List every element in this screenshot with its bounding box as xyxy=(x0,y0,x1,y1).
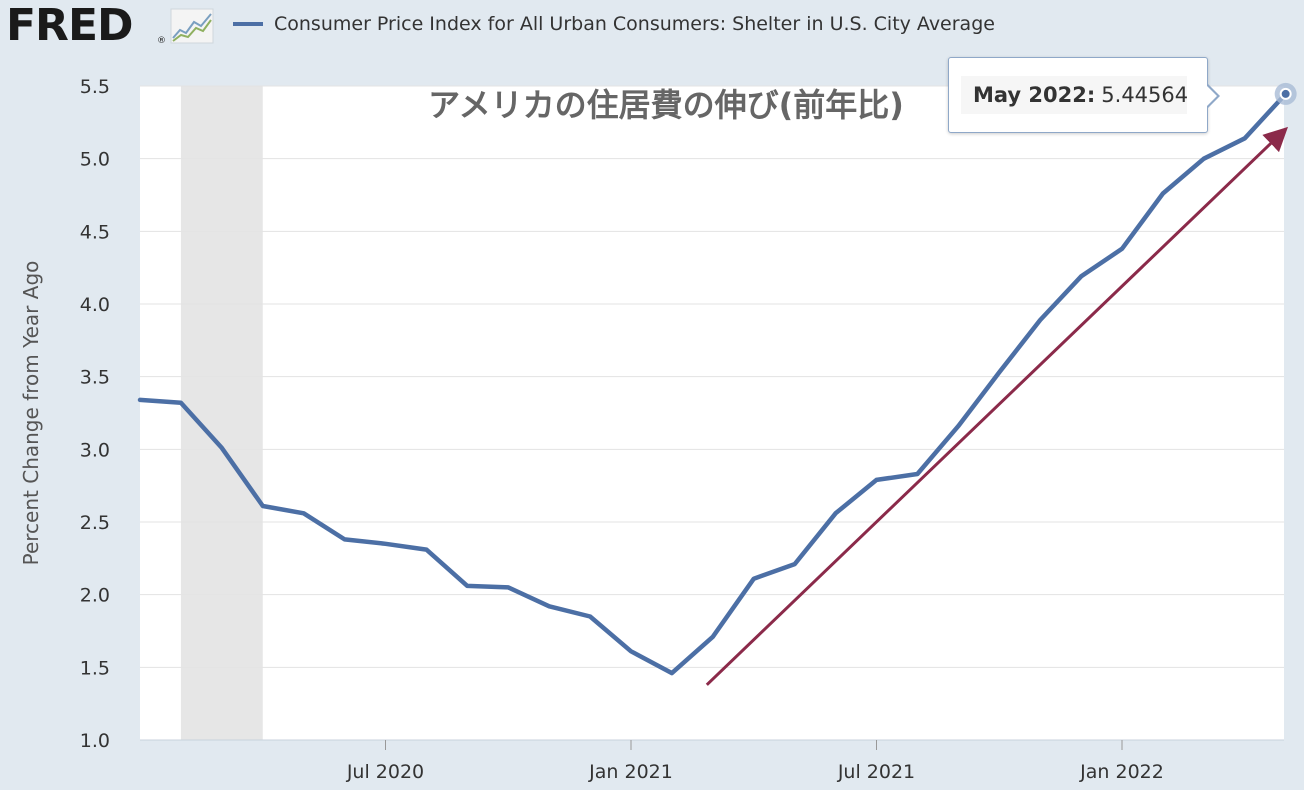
data-point xyxy=(1119,246,1125,252)
data-point xyxy=(178,400,184,406)
data-point xyxy=(546,603,552,609)
y-tick-label: 4.5 xyxy=(80,221,110,243)
data-point xyxy=(628,648,634,654)
data-point xyxy=(833,510,839,516)
y-tick-label: 4.0 xyxy=(80,294,110,316)
tooltip-content: May 2022: 5.44564 xyxy=(961,76,1189,114)
data-point xyxy=(1242,135,1248,141)
chart-title: アメリカの住居費の伸び(前年比) xyxy=(428,86,904,124)
data-point xyxy=(219,445,225,451)
trend-arrow xyxy=(705,126,1288,686)
tooltip: May 2022: 5.44564 xyxy=(948,57,1208,133)
data-point xyxy=(1201,156,1207,162)
data-point xyxy=(505,584,511,590)
x-tick-label: Jan 2022 xyxy=(1079,761,1164,783)
data-point xyxy=(955,423,961,429)
fred-logo[interactable]: FRED xyxy=(6,0,134,51)
data-point xyxy=(669,670,675,676)
series-line[interactable] xyxy=(137,91,1288,676)
recession-shading xyxy=(180,86,263,740)
data-point xyxy=(751,576,757,582)
y-tick-label: 2.5 xyxy=(80,512,110,534)
legend-swatch xyxy=(233,22,263,26)
data-point xyxy=(342,536,348,542)
data-point xyxy=(260,503,266,509)
data-point xyxy=(1078,273,1084,279)
plot-area xyxy=(140,86,1284,740)
data-point xyxy=(423,547,429,553)
highlight-point xyxy=(1279,87,1292,100)
registered-mark: ® xyxy=(157,36,166,46)
tooltip-date: May 2022: xyxy=(973,83,1096,107)
data-point xyxy=(710,634,716,640)
data-point xyxy=(464,583,470,589)
y-tick-label: 1.0 xyxy=(80,730,110,752)
header: FRED ® Consumer Price Index for All Urba… xyxy=(0,0,1304,50)
data-point xyxy=(1160,191,1166,197)
legend[interactable]: Consumer Price Index for All Urban Consu… xyxy=(233,12,995,36)
y-tick-label: 3.0 xyxy=(80,439,110,461)
y-tick-label: 5.5 xyxy=(80,76,110,98)
y-axis-label: Percent Change from Year Ago xyxy=(19,261,43,566)
data-point xyxy=(137,397,143,403)
x-tick-label: Jul 2020 xyxy=(346,761,424,783)
tooltip-pointer-fill xyxy=(1207,86,1217,106)
data-point xyxy=(914,471,920,477)
y-tick-label: 1.5 xyxy=(80,657,110,679)
data-point xyxy=(1037,317,1043,323)
x-tick-label: Jul 2021 xyxy=(837,761,915,783)
y-tick-label: 5.0 xyxy=(80,149,110,171)
trend-chart-icon xyxy=(170,8,214,44)
data-point xyxy=(383,541,389,547)
data-point xyxy=(587,613,593,619)
tooltip-value: 5.44564 xyxy=(1101,83,1189,107)
data-point xyxy=(301,510,307,516)
data-point xyxy=(996,369,1002,375)
legend-label: Consumer Price Index for All Urban Consu… xyxy=(274,13,995,35)
y-tick-label: 2.0 xyxy=(80,585,110,607)
x-tick-label: Jan 2021 xyxy=(588,761,673,783)
y-tick-label: 3.5 xyxy=(80,367,110,389)
data-point xyxy=(874,477,880,483)
data-point xyxy=(792,561,798,567)
